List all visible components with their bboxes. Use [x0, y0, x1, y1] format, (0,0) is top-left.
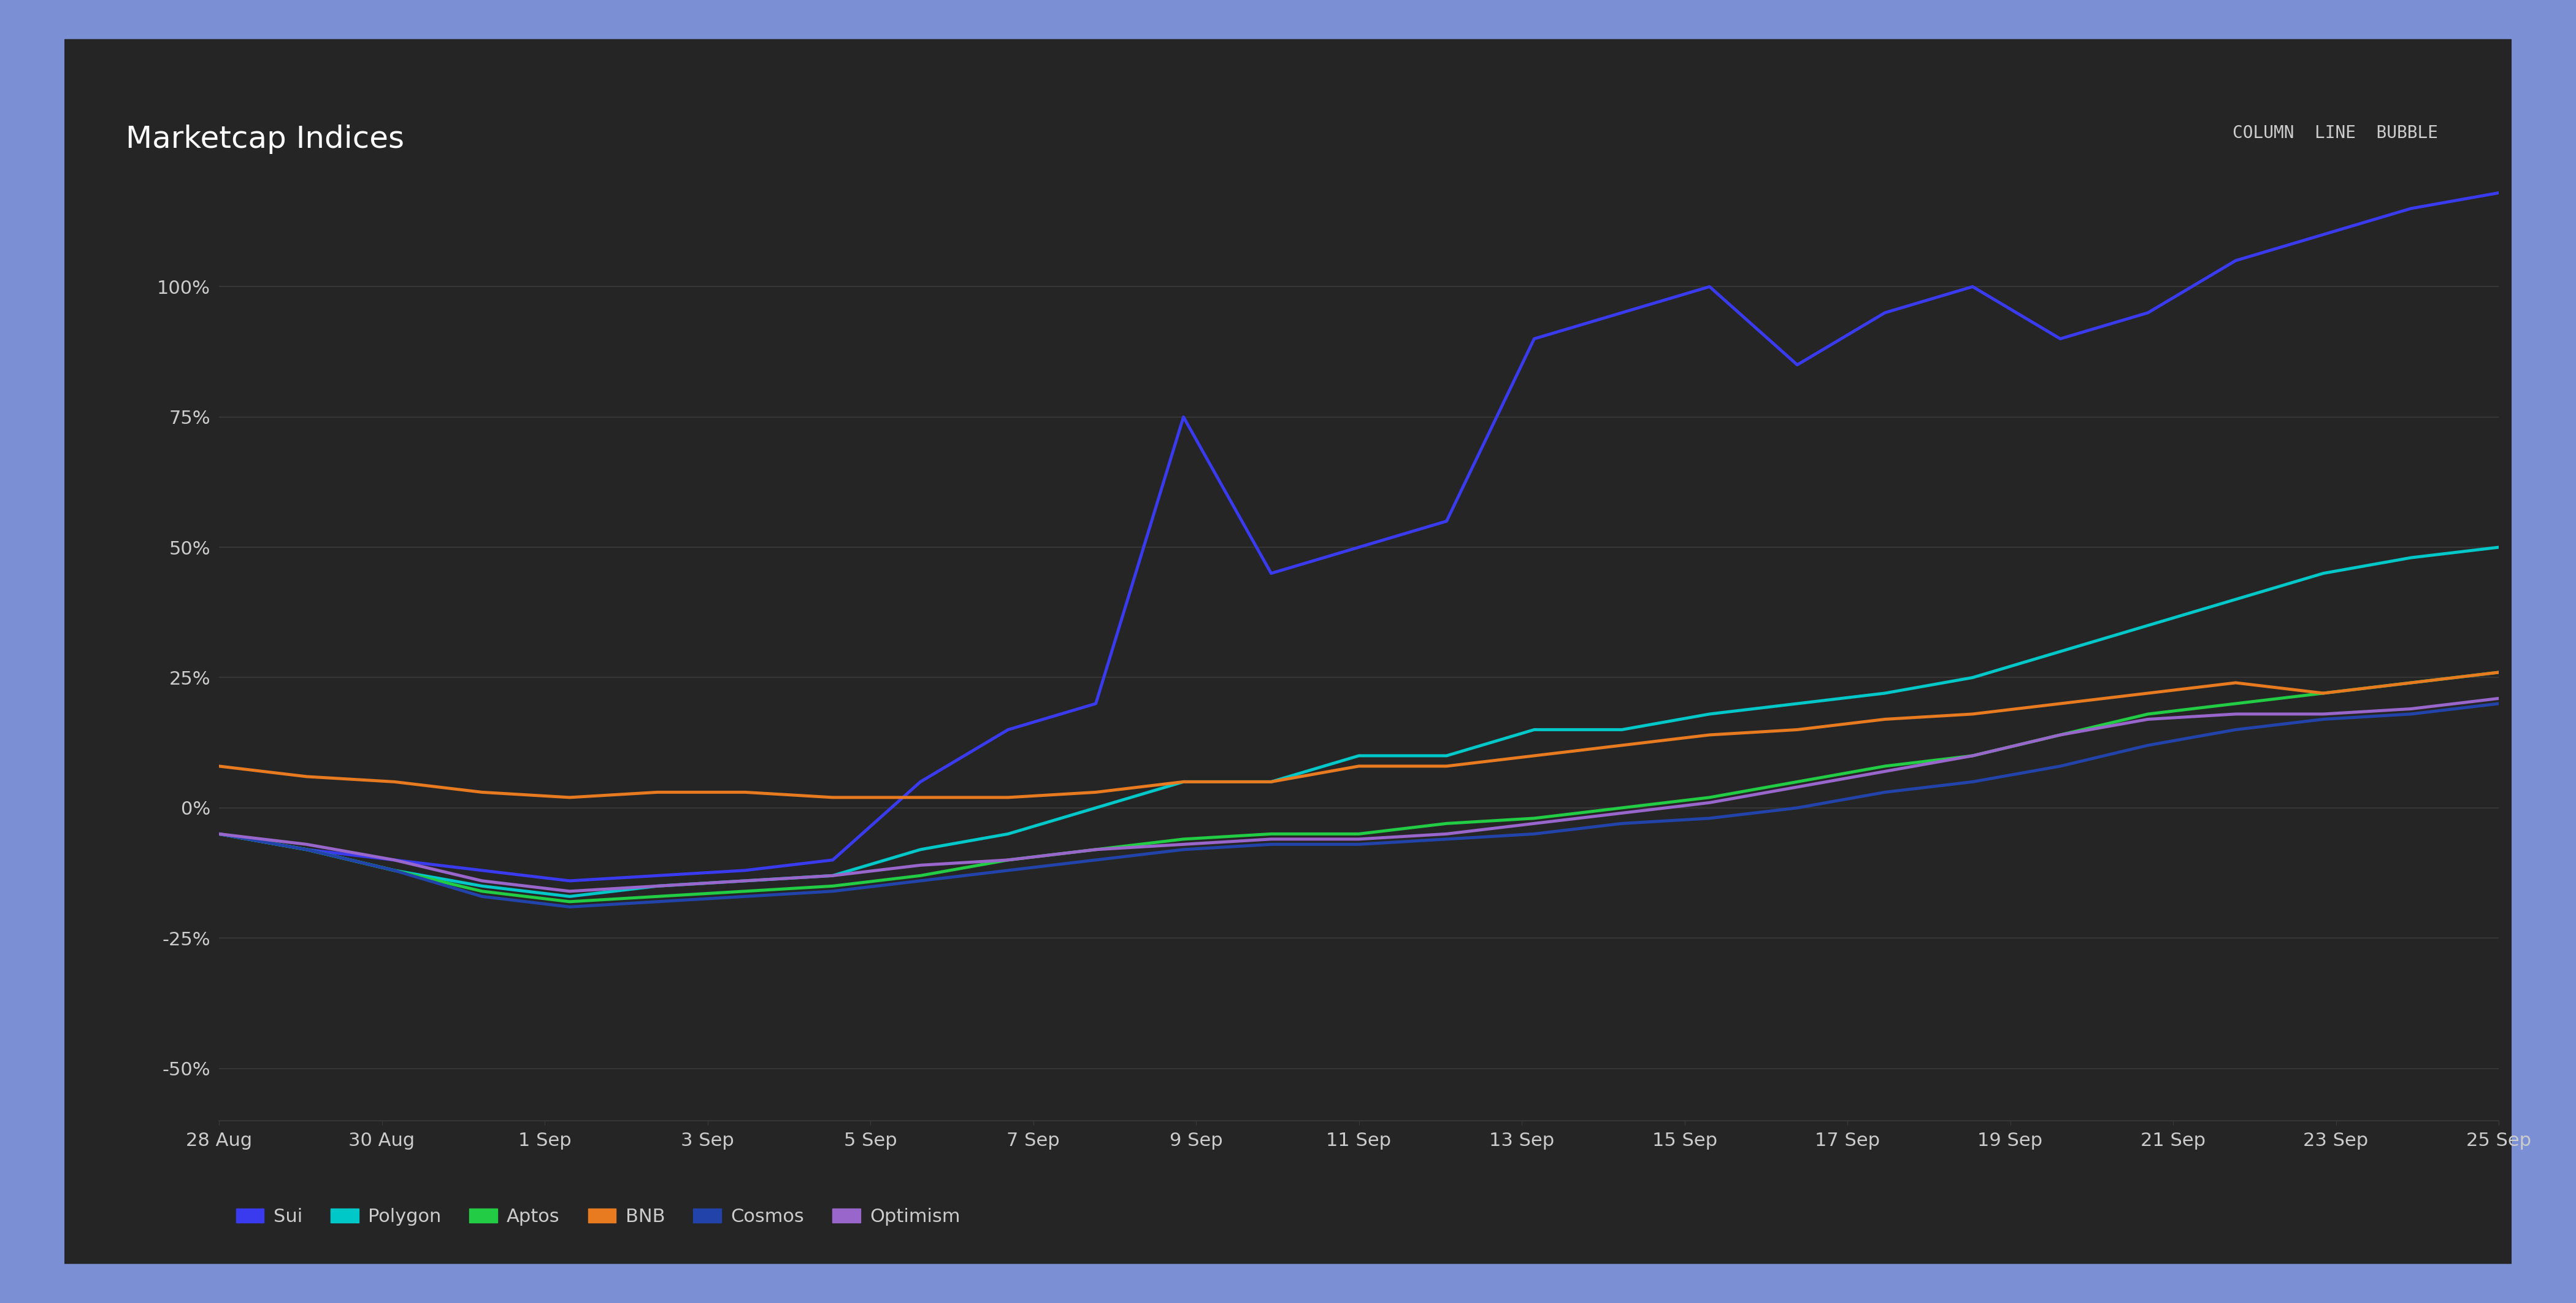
- Text: Marketcap Indices: Marketcap Indices: [126, 125, 404, 154]
- FancyBboxPatch shape: [64, 39, 2512, 1264]
- Legend: Sui, Polygon, Aptos, BNB, Cosmos, Optimism: Sui, Polygon, Aptos, BNB, Cosmos, Optimi…: [229, 1200, 969, 1233]
- Text: COLUMN  LINE  BUBBLE: COLUMN LINE BUBBLE: [2233, 125, 2437, 142]
